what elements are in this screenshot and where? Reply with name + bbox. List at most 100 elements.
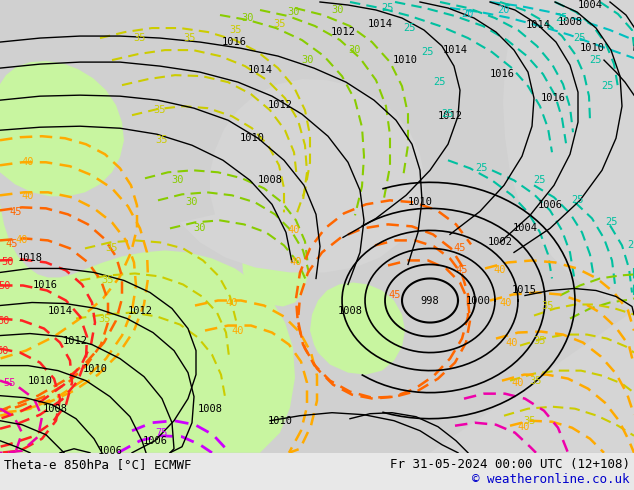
Text: 30: 30 [332, 5, 344, 15]
Text: 50: 50 [0, 316, 10, 325]
Text: 40: 40 [232, 325, 244, 336]
Text: Theta-e 850hPa [°C] ECMWF: Theta-e 850hPa [°C] ECMWF [4, 458, 191, 471]
Text: 1006: 1006 [538, 200, 562, 210]
Text: 30: 30 [242, 13, 254, 23]
Text: 40: 40 [518, 422, 530, 432]
Text: 30: 30 [186, 197, 198, 207]
Text: 50: 50 [0, 281, 11, 292]
Text: 1010: 1010 [268, 416, 292, 426]
Text: 40: 40 [22, 191, 34, 201]
Text: 45: 45 [389, 291, 401, 300]
Text: 30: 30 [302, 55, 314, 65]
Polygon shape [310, 282, 405, 375]
Text: 1006: 1006 [98, 446, 122, 456]
Text: 30: 30 [349, 45, 361, 55]
Text: 55: 55 [4, 378, 16, 388]
Text: 35: 35 [541, 300, 554, 311]
Text: 1010: 1010 [82, 364, 108, 373]
Text: 40: 40 [16, 235, 29, 245]
Text: 25: 25 [628, 241, 634, 250]
Text: 1014: 1014 [443, 45, 467, 55]
Text: 45: 45 [456, 266, 469, 275]
Text: 1012: 1012 [63, 336, 87, 345]
Text: 40: 40 [288, 225, 301, 235]
Text: 1008: 1008 [337, 306, 363, 316]
Text: 25: 25 [590, 55, 602, 65]
Text: 45: 45 [454, 244, 466, 253]
Text: 20: 20 [498, 5, 510, 15]
Text: 1015: 1015 [512, 286, 536, 295]
Text: 1010: 1010 [408, 197, 432, 207]
Text: 25: 25 [476, 163, 488, 173]
Polygon shape [0, 0, 124, 196]
Text: 1008: 1008 [257, 175, 283, 185]
Text: 30: 30 [194, 223, 206, 233]
Text: 1016: 1016 [541, 93, 566, 103]
Text: 998: 998 [420, 295, 439, 305]
Text: 25: 25 [572, 196, 585, 205]
Text: 40: 40 [500, 297, 512, 308]
Text: 25: 25 [442, 109, 454, 119]
Text: 1016: 1016 [32, 280, 58, 291]
Polygon shape [430, 0, 634, 453]
Text: 1014: 1014 [526, 20, 550, 30]
Text: 35: 35 [534, 336, 547, 345]
Text: 1018: 1018 [18, 253, 42, 264]
Text: 1000: 1000 [465, 295, 491, 305]
Text: 1012: 1012 [127, 306, 153, 316]
Text: 40: 40 [22, 157, 34, 167]
Text: 1012: 1012 [437, 111, 462, 121]
Text: 40: 40 [512, 378, 524, 388]
Text: 1016: 1016 [221, 37, 247, 47]
Text: 1014: 1014 [247, 65, 273, 75]
Text: Fr 31-05-2024 00:00 UTC (12+108): Fr 31-05-2024 00:00 UTC (12+108) [390, 458, 630, 471]
Text: 35: 35 [156, 135, 168, 145]
Text: 40: 40 [494, 266, 507, 275]
Text: 30: 30 [288, 7, 301, 17]
Text: 1004: 1004 [578, 0, 602, 10]
Text: 25: 25 [382, 3, 394, 13]
Text: 1010: 1010 [27, 376, 53, 386]
Text: 25: 25 [605, 218, 618, 227]
Text: 45: 45 [10, 207, 22, 218]
Text: 35: 35 [99, 314, 111, 323]
Text: 25: 25 [434, 77, 446, 87]
Text: 35: 35 [230, 25, 242, 35]
Text: 50: 50 [0, 345, 10, 356]
Text: 1014: 1014 [368, 19, 392, 29]
Text: 35: 35 [274, 19, 286, 29]
Text: 35: 35 [154, 105, 166, 115]
Text: 35: 35 [101, 275, 114, 286]
Text: 75: 75 [156, 428, 168, 438]
Text: 40: 40 [290, 257, 302, 268]
Text: 1004: 1004 [512, 223, 538, 233]
Text: 25: 25 [534, 175, 547, 185]
Text: 1008: 1008 [198, 404, 223, 414]
Text: 25: 25 [602, 81, 614, 91]
Text: 40: 40 [226, 297, 238, 308]
Text: 1010: 1010 [240, 133, 264, 143]
Text: 35: 35 [106, 244, 119, 253]
Polygon shape [242, 230, 307, 307]
Text: 25: 25 [404, 23, 417, 33]
Text: 1002: 1002 [488, 238, 512, 247]
Polygon shape [0, 0, 295, 453]
Text: 1008: 1008 [42, 404, 67, 414]
Text: 1010: 1010 [579, 43, 604, 53]
Text: 1012: 1012 [268, 100, 292, 110]
Text: 25: 25 [556, 13, 568, 23]
Text: 1012: 1012 [330, 27, 356, 37]
Text: 1008: 1008 [557, 17, 583, 27]
Polygon shape [180, 79, 425, 272]
Text: 40: 40 [506, 338, 518, 347]
Text: © weatheronline.co.uk: © weatheronline.co.uk [472, 473, 630, 487]
Text: 35: 35 [184, 33, 197, 43]
Text: 45: 45 [6, 240, 18, 249]
Text: 1006: 1006 [143, 436, 167, 446]
Text: 35: 35 [134, 33, 146, 43]
Text: 25: 25 [574, 33, 586, 43]
Text: 1010: 1010 [392, 55, 418, 65]
Text: 35: 35 [524, 416, 536, 426]
Text: 20: 20 [462, 9, 474, 19]
Text: 35: 35 [530, 376, 542, 386]
